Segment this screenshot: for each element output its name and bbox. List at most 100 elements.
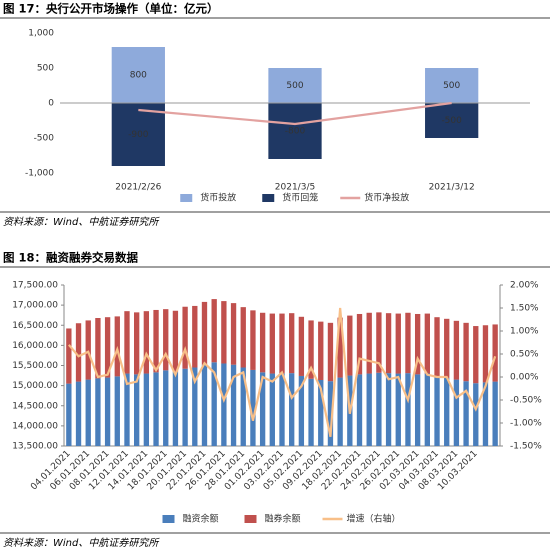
source-note: 资料来源：Wind、中航证券研究所 [3,216,160,228]
bar [298,316,305,376]
bar [356,313,363,375]
bar [259,372,266,446]
bar [230,303,237,365]
bar [425,103,479,138]
bar [424,313,430,374]
y-tick-label: 16,000.00 [12,341,58,351]
y-tick-label: 17,000.00 [12,301,58,311]
bar [473,383,479,446]
y-tick-label: 14,500.00 [12,401,58,411]
data-label: -900 [128,130,149,140]
bar [298,375,305,446]
bar [444,377,450,446]
y-tick-label: 500 [37,64,54,74]
bar [182,306,188,369]
y-tick-label: 1,000 [28,29,54,39]
data-label: 800 [130,71,147,81]
bar [75,381,82,446]
bar [192,305,198,368]
bar [163,370,169,446]
y2-tick-label: 0.00% [510,373,539,383]
legend-swatch [162,515,175,523]
bar [279,313,285,374]
legend-label: 货币回笼 [282,192,318,204]
bar [366,373,372,446]
bar [114,376,120,446]
bar [318,379,324,446]
y2-tick-label: -1.00% [510,419,542,429]
bar [492,381,498,446]
y-tick-label: 15,500.00 [12,361,58,371]
bar [279,373,285,446]
bar [250,310,256,370]
bar [289,373,295,446]
y-tick-label: -500 [34,134,55,144]
x-tick-label: 2021/2/26 [115,183,161,193]
bar [85,379,91,446]
data-label: 500 [443,81,460,91]
y-tick-label: 0 [48,99,54,109]
legend-swatch [262,194,275,202]
bar [414,374,421,446]
bar [356,374,363,446]
bar [376,372,382,446]
legend-label: 融券余额 [265,513,301,525]
bar [385,373,392,446]
bar [230,364,237,446]
y2-tick-label: 1.50% [510,304,539,314]
bar [482,382,489,446]
bar [66,328,72,384]
bar [425,68,479,103]
bar [211,299,217,363]
bar [385,313,392,374]
bar [143,373,150,446]
legend-label: 货币投放 [200,192,236,204]
bar [182,368,188,446]
legend-swatch [244,515,257,523]
bar [347,315,353,376]
bar [434,376,440,446]
bar [434,317,440,377]
data-label: 500 [286,81,303,91]
y-tick-label: 13,500.00 [12,442,58,452]
y-tick-label: 17,500.00 [12,281,58,291]
bar [111,47,165,103]
y2-tick-label: 0.50% [510,350,539,360]
bar [268,68,322,103]
bar [172,371,179,446]
bar [268,103,322,159]
data-label: -500 [441,116,462,126]
bar [376,312,382,373]
bar [95,318,101,379]
x-tick-label: 2021/3/12 [429,183,475,193]
bar [453,320,460,380]
bar [153,309,159,373]
bar [492,324,498,382]
y-tick-label: -1,000 [25,169,54,179]
bar [221,301,227,364]
bar [240,307,246,368]
bar [463,322,469,382]
bar [66,383,72,446]
bar [424,373,430,446]
bar [337,377,343,446]
bar [482,325,489,383]
bar [318,321,324,380]
y-tick-label: 16,500.00 [12,321,58,331]
y-tick-label: 14,000.00 [12,421,58,431]
bar [269,313,275,374]
bar [327,322,334,382]
bar [405,373,411,446]
bar [473,326,479,384]
bar [192,367,198,446]
bar [134,312,140,375]
line-series [68,307,497,438]
bar [75,323,82,382]
bar [453,379,460,446]
source-note: 资料来源：Wind、中航证券研究所 [3,537,160,549]
bar [250,369,256,446]
bar [201,301,208,365]
bar [124,373,130,446]
bar [327,381,334,446]
